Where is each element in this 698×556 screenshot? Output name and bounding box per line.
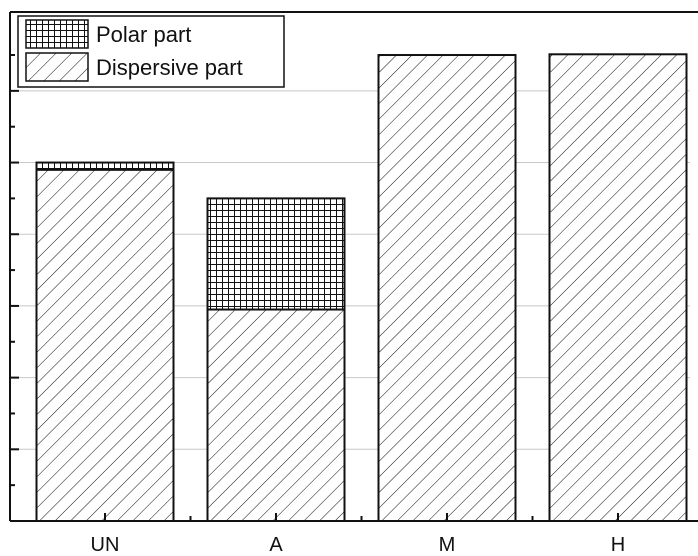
x-tick-label-h: H — [611, 534, 625, 556]
x-tick-label-un: UN — [91, 534, 120, 556]
x-tick-labels: UN A M H — [91, 534, 626, 556]
x-tick-label-a: A — [269, 534, 283, 556]
legend-label-dispersive-part: Dispersive part — [96, 55, 243, 80]
legend: Polar part Dispersive part — [17, 15, 285, 88]
bar-h-dispersive-part — [548, 53, 688, 523]
legend-label-polar-part: Polar part — [96, 22, 191, 47]
legend-swatch-polar-part — [25, 19, 89, 49]
axes — [9, 11, 698, 522]
bar-un-polar-part — [35, 161, 175, 171]
x-tick-label-m: M — [439, 534, 456, 556]
bar-a-polar-part — [206, 197, 346, 311]
bars — [35, 53, 688, 523]
bar-m-dispersive-part — [377, 54, 517, 522]
bar-a-dispersive-part — [206, 308, 346, 523]
bar-un-dispersive-part — [35, 168, 175, 522]
legend-swatch-dispersive-part — [25, 52, 89, 82]
